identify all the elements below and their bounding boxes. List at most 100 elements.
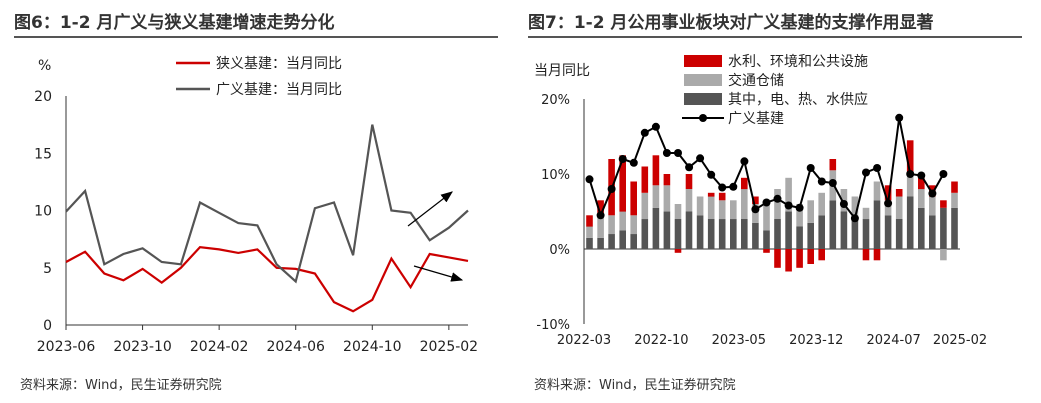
bar-utilities — [630, 234, 637, 249]
legend-label: 狭义基建：当月同比 — [216, 55, 342, 72]
bar-utilities — [951, 207, 958, 250]
bar-utilities — [906, 196, 914, 249]
bar-water-environment — [630, 181, 637, 216]
broad-infra-point — [751, 205, 760, 214]
bar-transport-storage — [763, 204, 770, 231]
bar-transport-storage — [741, 189, 748, 219]
legend-label: 广义基建 — [728, 110, 784, 127]
bar-transport-storage — [674, 204, 682, 219]
bar-utilities — [807, 222, 814, 250]
bar-water-environment — [641, 166, 649, 193]
bar-transport-storage — [940, 249, 947, 261]
broad-infra-point — [685, 163, 694, 172]
bar-transport-storage — [851, 196, 859, 216]
right-title-rule — [528, 36, 1022, 38]
bar-utilities — [641, 219, 649, 249]
bar-water-environment — [674, 249, 682, 253]
y-tick-label: 20% — [541, 93, 570, 108]
broad-infra-point — [651, 122, 660, 131]
broad-infra-point — [895, 113, 904, 122]
bar-utilities — [818, 215, 825, 250]
bar-transport-storage — [818, 192, 825, 216]
bar-transport-storage — [785, 177, 792, 212]
broad-infra-point — [862, 168, 870, 177]
x-tick-label: 2024-10 — [343, 339, 402, 355]
bar-water-environment — [741, 177, 748, 190]
broad-infra-point — [718, 183, 727, 192]
x-tick-label: 2023-06 — [37, 339, 96, 355]
bar-water-environment — [818, 249, 825, 261]
bar-utilities — [862, 219, 870, 249]
bar-transport-storage — [586, 226, 593, 238]
broad-infra-point — [618, 155, 627, 163]
bar-transport-storage — [652, 185, 660, 208]
bar-water-environment — [940, 200, 947, 208]
bar-transport-storage — [807, 200, 814, 223]
bar-water-environment — [685, 174, 693, 189]
broad-infra-point — [729, 182, 738, 191]
right-source-note: 资料来源：Wind，民生证券研究院 — [534, 378, 736, 393]
bar-transport-storage — [597, 215, 604, 238]
y-tick-label: 5 — [43, 261, 52, 277]
bar-transport-storage — [630, 215, 637, 235]
right-chart-title: 图7：1-2 月公用事业板块对广义基建的支撑作用显著 — [528, 13, 934, 33]
y-tick-label: 10% — [541, 168, 570, 183]
x-tick-label: 2023-12 — [789, 333, 843, 348]
x-tick-label: 2023-10 — [113, 339, 172, 355]
bar-water-environment — [862, 249, 870, 261]
bar-transport-storage — [718, 200, 726, 220]
legend-swatch — [684, 93, 722, 105]
bar-utilities — [763, 230, 770, 250]
bar-transport-storage — [752, 204, 759, 223]
broad-infra-point — [817, 177, 826, 186]
broad-infra-point — [906, 170, 915, 178]
y-tick-label: 10 — [34, 204, 52, 220]
y-tick-label: 15 — [34, 146, 52, 162]
bar-water-environment — [918, 177, 925, 190]
y-tick-label: 20 — [34, 89, 52, 105]
x-tick-label: 2024-06 — [266, 339, 325, 355]
bar-utilities — [785, 211, 792, 249]
x-tick-label: 2024-07 — [866, 333, 920, 348]
bar-water-environment — [597, 200, 604, 216]
left-line-chart: % 0 5 10 15 20 2023-06 2023-10 2024-02 2024-06 202… — [34, 55, 478, 355]
bar-transport-storage — [730, 200, 737, 220]
bar-utilities — [730, 219, 737, 249]
broad-infra-point — [696, 154, 705, 163]
bar-utilities — [597, 237, 604, 250]
bar-water-environment — [895, 189, 903, 197]
left-title-rule — [14, 36, 498, 38]
bar-water-environment — [619, 155, 626, 212]
bar-utilities — [718, 219, 726, 249]
bar-utilities — [796, 226, 803, 249]
y-tick-label: 0 — [43, 318, 52, 334]
broad-infra-point — [784, 201, 793, 210]
bar-transport-storage — [774, 189, 781, 219]
broad-infra-point — [740, 157, 749, 166]
bar-water-environment — [796, 249, 803, 268]
bar-transport-storage — [906, 174, 914, 197]
bar-transport-storage — [796, 204, 803, 227]
bar-water-environment — [586, 215, 593, 227]
series-narrow-line — [65, 245, 469, 313]
bar-utilities — [586, 237, 593, 250]
bar-water-environment — [663, 174, 671, 186]
broad-infra-point — [607, 185, 616, 193]
x-tick-label: 2025-02 — [933, 333, 987, 348]
broad-infra-point — [773, 194, 782, 203]
bar-water-environment — [829, 159, 837, 171]
bar-water-environment — [906, 140, 914, 175]
bar-utilities — [774, 219, 781, 249]
legend-label: 水利、环境和公共设施 — [728, 54, 868, 70]
broad-infra-point — [585, 175, 594, 184]
bar-water-environment — [652, 155, 660, 186]
bar-water-environment — [752, 196, 759, 204]
left-chart-title: 图6：1-2 月广义与狭义基建增速走势分化 — [14, 13, 335, 33]
bar-water-environment — [774, 249, 781, 268]
bar-utilities — [696, 215, 704, 250]
bar-transport-storage — [707, 196, 715, 219]
right-stacked-bar-chart: 当月同比 20% 10% 0% -10%2022-03 2022-10 2023-05 202… — [534, 54, 987, 348]
legend-label: 交通仓储 — [728, 72, 784, 89]
legend-label: 广义基建：当月同比 — [216, 81, 342, 98]
bar-transport-storage — [663, 185, 671, 212]
